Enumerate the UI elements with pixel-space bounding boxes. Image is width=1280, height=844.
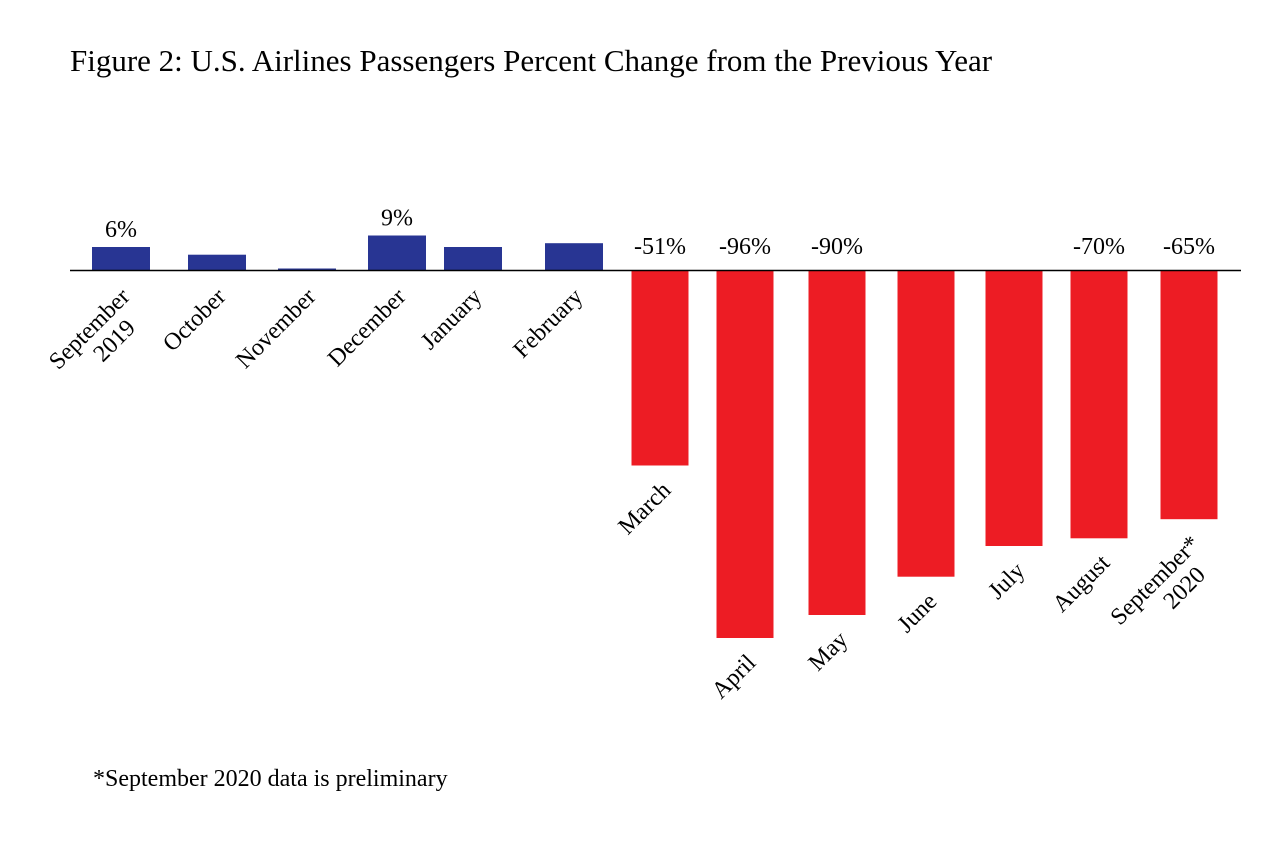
tick-label-0: September2019 [44,284,153,393]
tick-label-1-line-0: October [158,284,231,357]
bar-3 [368,235,426,270]
tick-label-9: June [893,589,942,638]
footnote: *September 2020 data is preliminary [93,766,448,792]
bars-layer [92,235,1218,638]
bar-6 [631,270,689,466]
bar-2 [278,268,336,270]
data-label-7: -96% [719,234,771,260]
bar-12 [1160,270,1218,520]
tick-label-12: September*2020 [1106,531,1224,649]
bar-9 [897,270,955,577]
tick-label-3-line-0: December [323,284,411,372]
tick-label-4-line-0: January [416,284,487,355]
bar-7 [716,270,774,638]
tick-label-5-line-0: February [509,284,589,364]
tick-label-2-line-0: November [231,284,321,374]
tick-label-5: February [509,284,589,364]
tick-label-2: November [231,284,321,374]
bar-8 [808,270,866,615]
data-label-3: 9% [381,206,413,232]
bar-4 [444,247,502,270]
value-labels-layer: 6% 9% -51% -96% -90% -70% -65% [105,206,1215,261]
bar-0 [92,247,150,270]
tick-label-7: April [707,650,761,704]
tick-label-8-line-0: May [804,627,853,676]
tick-label-3: December [323,284,411,372]
data-label-6: -51% [634,234,686,260]
tick-label-4: January [416,284,487,355]
tick-label-6-line-0: March [614,477,677,540]
tick-label-8: May [804,627,853,676]
tick-label-10-line-0: July [984,558,1031,605]
bar-5 [545,243,603,270]
bar-10 [985,270,1043,546]
tick-label-1: October [158,284,231,357]
data-label-11: -70% [1073,234,1125,260]
chart-title: Figure 2: U.S. Airlines Passengers Perce… [70,43,993,78]
bar-11 [1070,270,1128,539]
data-label-0: 6% [105,217,137,243]
tick-label-6: March [614,477,677,540]
tick-label-11-line-0: August [1048,550,1116,618]
data-label-8: -90% [811,234,863,260]
tick-label-10: July [984,558,1031,605]
data-label-12: -65% [1163,234,1215,260]
tick-label-11: August [1048,550,1116,618]
bar-1 [188,254,246,270]
tick-label-7-line-0: April [707,650,761,704]
tick-label-9-line-0: June [893,589,942,638]
